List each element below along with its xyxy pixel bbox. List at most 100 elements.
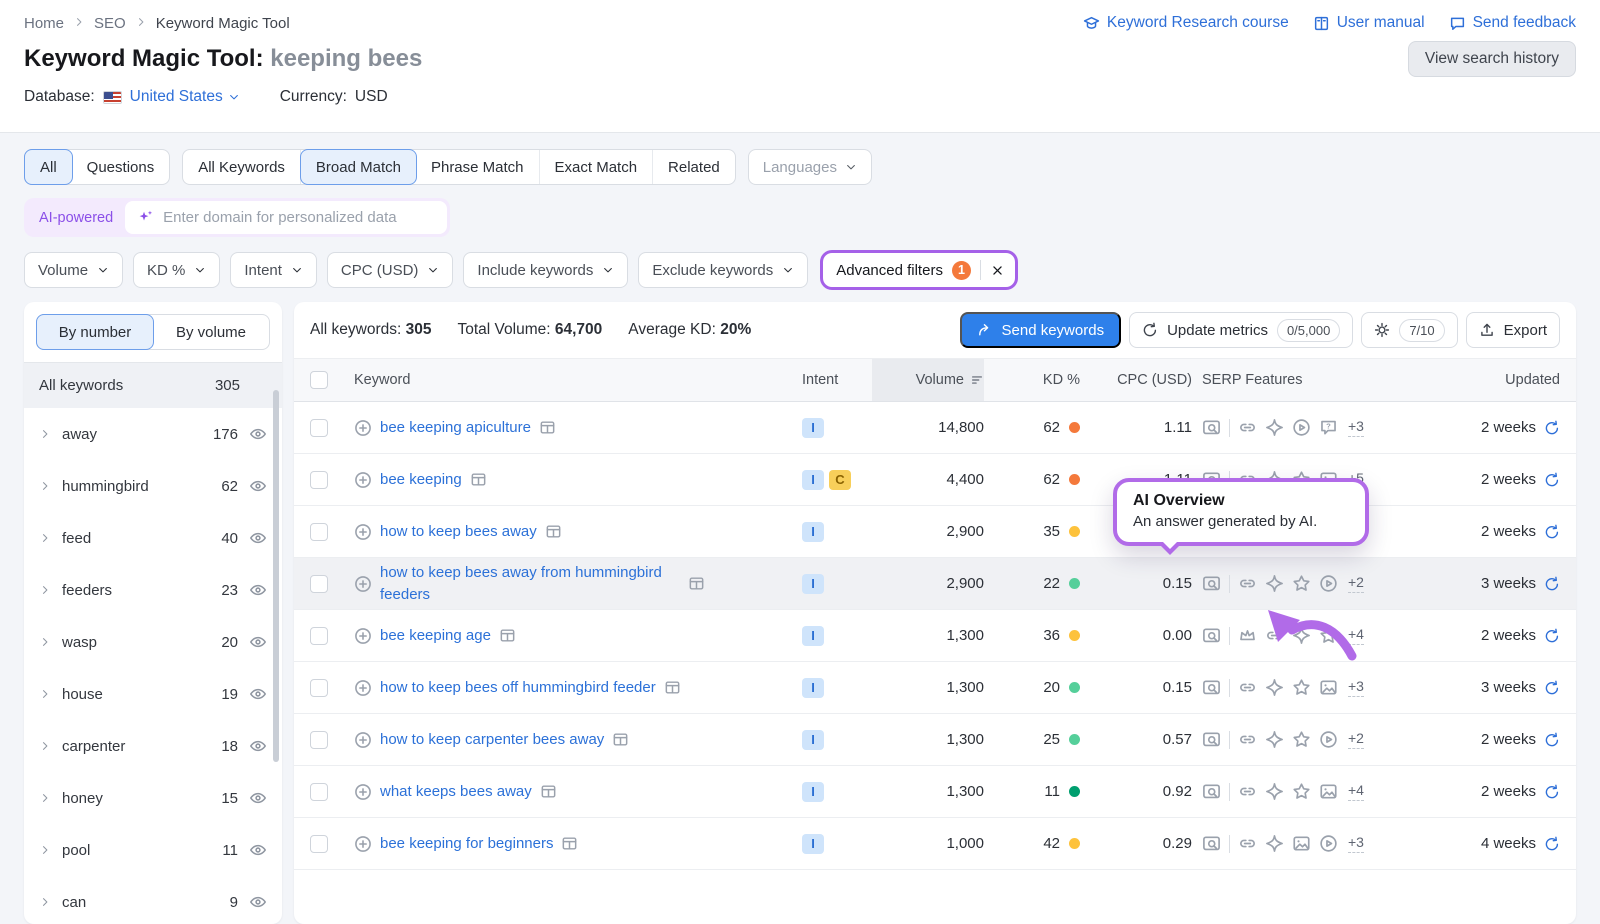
languages-dropdown[interactable]: Languages	[748, 149, 872, 185]
ai-overview-icon[interactable]	[1265, 418, 1284, 437]
serp-more-features[interactable]: +3	[1348, 678, 1364, 697]
eye-icon[interactable]	[249, 737, 267, 755]
chevron-right-icon[interactable]	[39, 896, 51, 908]
star-icon[interactable]	[1292, 574, 1311, 593]
tab-broad-match[interactable]: Broad Match	[300, 149, 417, 185]
chevron-right-icon[interactable]	[39, 688, 51, 700]
reviews-icon[interactable]: ?	[1319, 418, 1338, 437]
serp-card-icon[interactable]	[545, 523, 562, 540]
filter-volume[interactable]: Volume	[24, 252, 123, 288]
keyword-link[interactable]: bee keeping age	[380, 625, 491, 647]
row-checkbox[interactable]	[310, 419, 328, 437]
filter-intent[interactable]: Intent	[230, 252, 317, 288]
tab-all[interactable]: All	[24, 149, 73, 185]
row-checkbox[interactable]	[310, 627, 328, 645]
serp-preview-icon[interactable]	[1202, 834, 1221, 853]
refresh-icon[interactable]	[1544, 420, 1560, 436]
refresh-icon[interactable]	[1544, 472, 1560, 488]
ai-overview-icon[interactable]	[1265, 574, 1284, 593]
link-icon[interactable]	[1238, 574, 1257, 593]
advanced-filters-label[interactable]: Advanced filters	[836, 262, 943, 279]
sidebar-group-honey[interactable]: honey 15	[24, 772, 282, 824]
refresh-icon[interactable]	[1544, 576, 1560, 592]
chevron-right-icon[interactable]	[39, 740, 51, 752]
serp-more-features[interactable]: +2	[1348, 730, 1364, 749]
video-icon[interactable]	[1319, 730, 1338, 749]
sidebar-group-can[interactable]: can 9	[24, 876, 282, 924]
eye-icon[interactable]	[249, 581, 267, 599]
serp-preview-icon[interactable]	[1202, 730, 1221, 749]
breadcrumb-item[interactable]: SEO	[94, 15, 126, 32]
serp-card-icon[interactable]	[664, 679, 681, 696]
serp-more-features[interactable]: +2	[1348, 574, 1364, 593]
column-header-intent[interactable]: Intent	[802, 359, 872, 401]
serp-preview-icon[interactable]	[1202, 418, 1221, 437]
select-all-checkbox[interactable]	[310, 371, 328, 389]
chevron-right-icon[interactable]	[39, 844, 51, 856]
keyword-link[interactable]: how to keep bees away	[380, 521, 537, 543]
row-checkbox[interactable]	[310, 523, 328, 541]
header-link[interactable]: Keyword Research course	[1083, 14, 1289, 32]
eye-icon[interactable]	[249, 477, 267, 495]
serp-card-icon[interactable]	[499, 627, 516, 644]
video-icon[interactable]	[1319, 574, 1338, 593]
circle-plus-icon[interactable]	[354, 523, 372, 541]
chevron-right-icon[interactable]	[39, 792, 51, 804]
serp-card-icon[interactable]	[561, 835, 578, 852]
column-header-kd[interactable]: KD %	[984, 359, 1080, 401]
ai-overview-icon[interactable]	[1265, 678, 1284, 697]
column-header-keyword[interactable]: Keyword	[354, 359, 802, 401]
serp-preview-icon[interactable]	[1202, 782, 1221, 801]
filter-cpc-usd-[interactable]: CPC (USD)	[327, 252, 454, 288]
sidebar-group-carpenter[interactable]: carpenter 18	[24, 720, 282, 772]
export-button[interactable]: Export	[1466, 312, 1560, 348]
column-header-serp-features[interactable]: SERP Features	[1192, 359, 1430, 401]
ai-overview-icon[interactable]	[1265, 782, 1284, 801]
chevron-right-icon[interactable]	[39, 584, 51, 596]
database-value[interactable]: United States	[130, 88, 223, 106]
serp-card-icon[interactable]	[612, 731, 629, 748]
eye-icon[interactable]	[249, 633, 267, 651]
serp-preview-icon[interactable]	[1202, 626, 1221, 645]
sidebar-group-away[interactable]: away 176	[24, 408, 282, 460]
ai-overview-icon[interactable]	[1265, 834, 1284, 853]
star-icon[interactable]	[1292, 782, 1311, 801]
circle-plus-icon[interactable]	[354, 471, 372, 489]
video-icon[interactable]	[1319, 834, 1338, 853]
serp-card-icon[interactable]	[688, 575, 705, 592]
sidebar-all-keywords-row[interactable]: All keywords 305	[24, 362, 282, 408]
refresh-icon[interactable]	[1544, 836, 1560, 852]
serp-preview-icon[interactable]	[1202, 574, 1221, 593]
sidebar-tab-by-number[interactable]: By number	[36, 314, 154, 350]
link-icon[interactable]	[1238, 834, 1257, 853]
filter-include-keywords[interactable]: Include keywords	[463, 252, 628, 288]
sidebar-group-pool[interactable]: pool 11	[24, 824, 282, 876]
eye-icon[interactable]	[249, 685, 267, 703]
video-icon[interactable]	[1292, 418, 1311, 437]
refresh-icon[interactable]	[1544, 628, 1560, 644]
keyword-link[interactable]: bee keeping	[380, 469, 462, 491]
eye-icon[interactable]	[249, 893, 267, 911]
sidebar-scrollbar[interactable]	[273, 390, 279, 762]
circle-plus-icon[interactable]	[354, 835, 372, 853]
eye-icon[interactable]	[249, 789, 267, 807]
serp-preview-icon[interactable]	[1202, 678, 1221, 697]
eye-icon[interactable]	[249, 841, 267, 859]
serp-more-features[interactable]: +3	[1348, 834, 1364, 853]
breadcrumb-item[interactable]: Keyword Magic Tool	[156, 15, 290, 32]
row-checkbox[interactable]	[310, 783, 328, 801]
link-icon[interactable]	[1238, 782, 1257, 801]
header-link[interactable]: User manual	[1313, 14, 1425, 32]
serp-card-icon[interactable]	[539, 419, 556, 436]
circle-plus-icon[interactable]	[354, 627, 372, 645]
keyword-link[interactable]: how to keep carpenter bees away	[380, 729, 604, 751]
sidebar-group-feed[interactable]: feed 40	[24, 512, 282, 564]
tab-phrase-match[interactable]: Phrase Match	[416, 150, 540, 184]
circle-plus-icon[interactable]	[354, 679, 372, 697]
row-checkbox[interactable]	[310, 575, 328, 593]
sidebar-group-feeders[interactable]: feeders 23	[24, 564, 282, 616]
image-icon[interactable]	[1319, 782, 1338, 801]
view-search-history-button[interactable]: View search history	[1408, 41, 1576, 77]
circle-plus-icon[interactable]	[354, 575, 372, 593]
sidebar-group-hummingbird[interactable]: hummingbird 62	[24, 460, 282, 512]
